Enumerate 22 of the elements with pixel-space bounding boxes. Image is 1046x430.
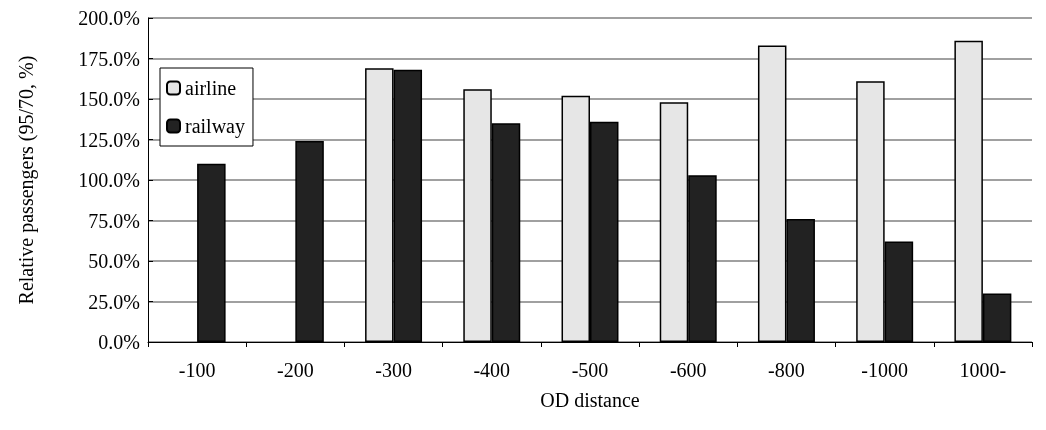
x-tick-label: -100 — [178, 359, 216, 381]
x-axis-title: OD distance — [540, 389, 640, 411]
y-tick-label: 200.0% — [78, 7, 140, 29]
x-tick-label: 1000- — [959, 359, 1007, 381]
y-tick-label: 50.0% — [88, 250, 140, 272]
legend-label: railway — [185, 115, 245, 138]
y-tick-label: 150.0% — [78, 88, 140, 110]
x-tick-label: -500 — [571, 359, 609, 381]
legend-label: airline — [185, 77, 237, 99]
x-tick-label: -600 — [669, 359, 707, 381]
x-tick-label: -1000 — [861, 359, 908, 381]
y-tick-label: 100.0% — [78, 169, 140, 191]
y-axis-title: Relative passengers (95/70, %) — [15, 55, 38, 305]
x-tick-label: -200 — [277, 359, 314, 381]
x-tick-label: -800 — [768, 359, 805, 381]
y-tick-label: 125.0% — [78, 128, 140, 151]
y-tick-label: 75.0% — [88, 209, 140, 232]
y-tick-label: 0.0% — [98, 331, 140, 353]
y-tick-label: 25.0% — [88, 290, 140, 313]
x-tick-label: -400 — [473, 359, 511, 381]
y-tick-label: 175.0% — [78, 47, 140, 70]
x-tick-label: -300 — [375, 359, 412, 381]
